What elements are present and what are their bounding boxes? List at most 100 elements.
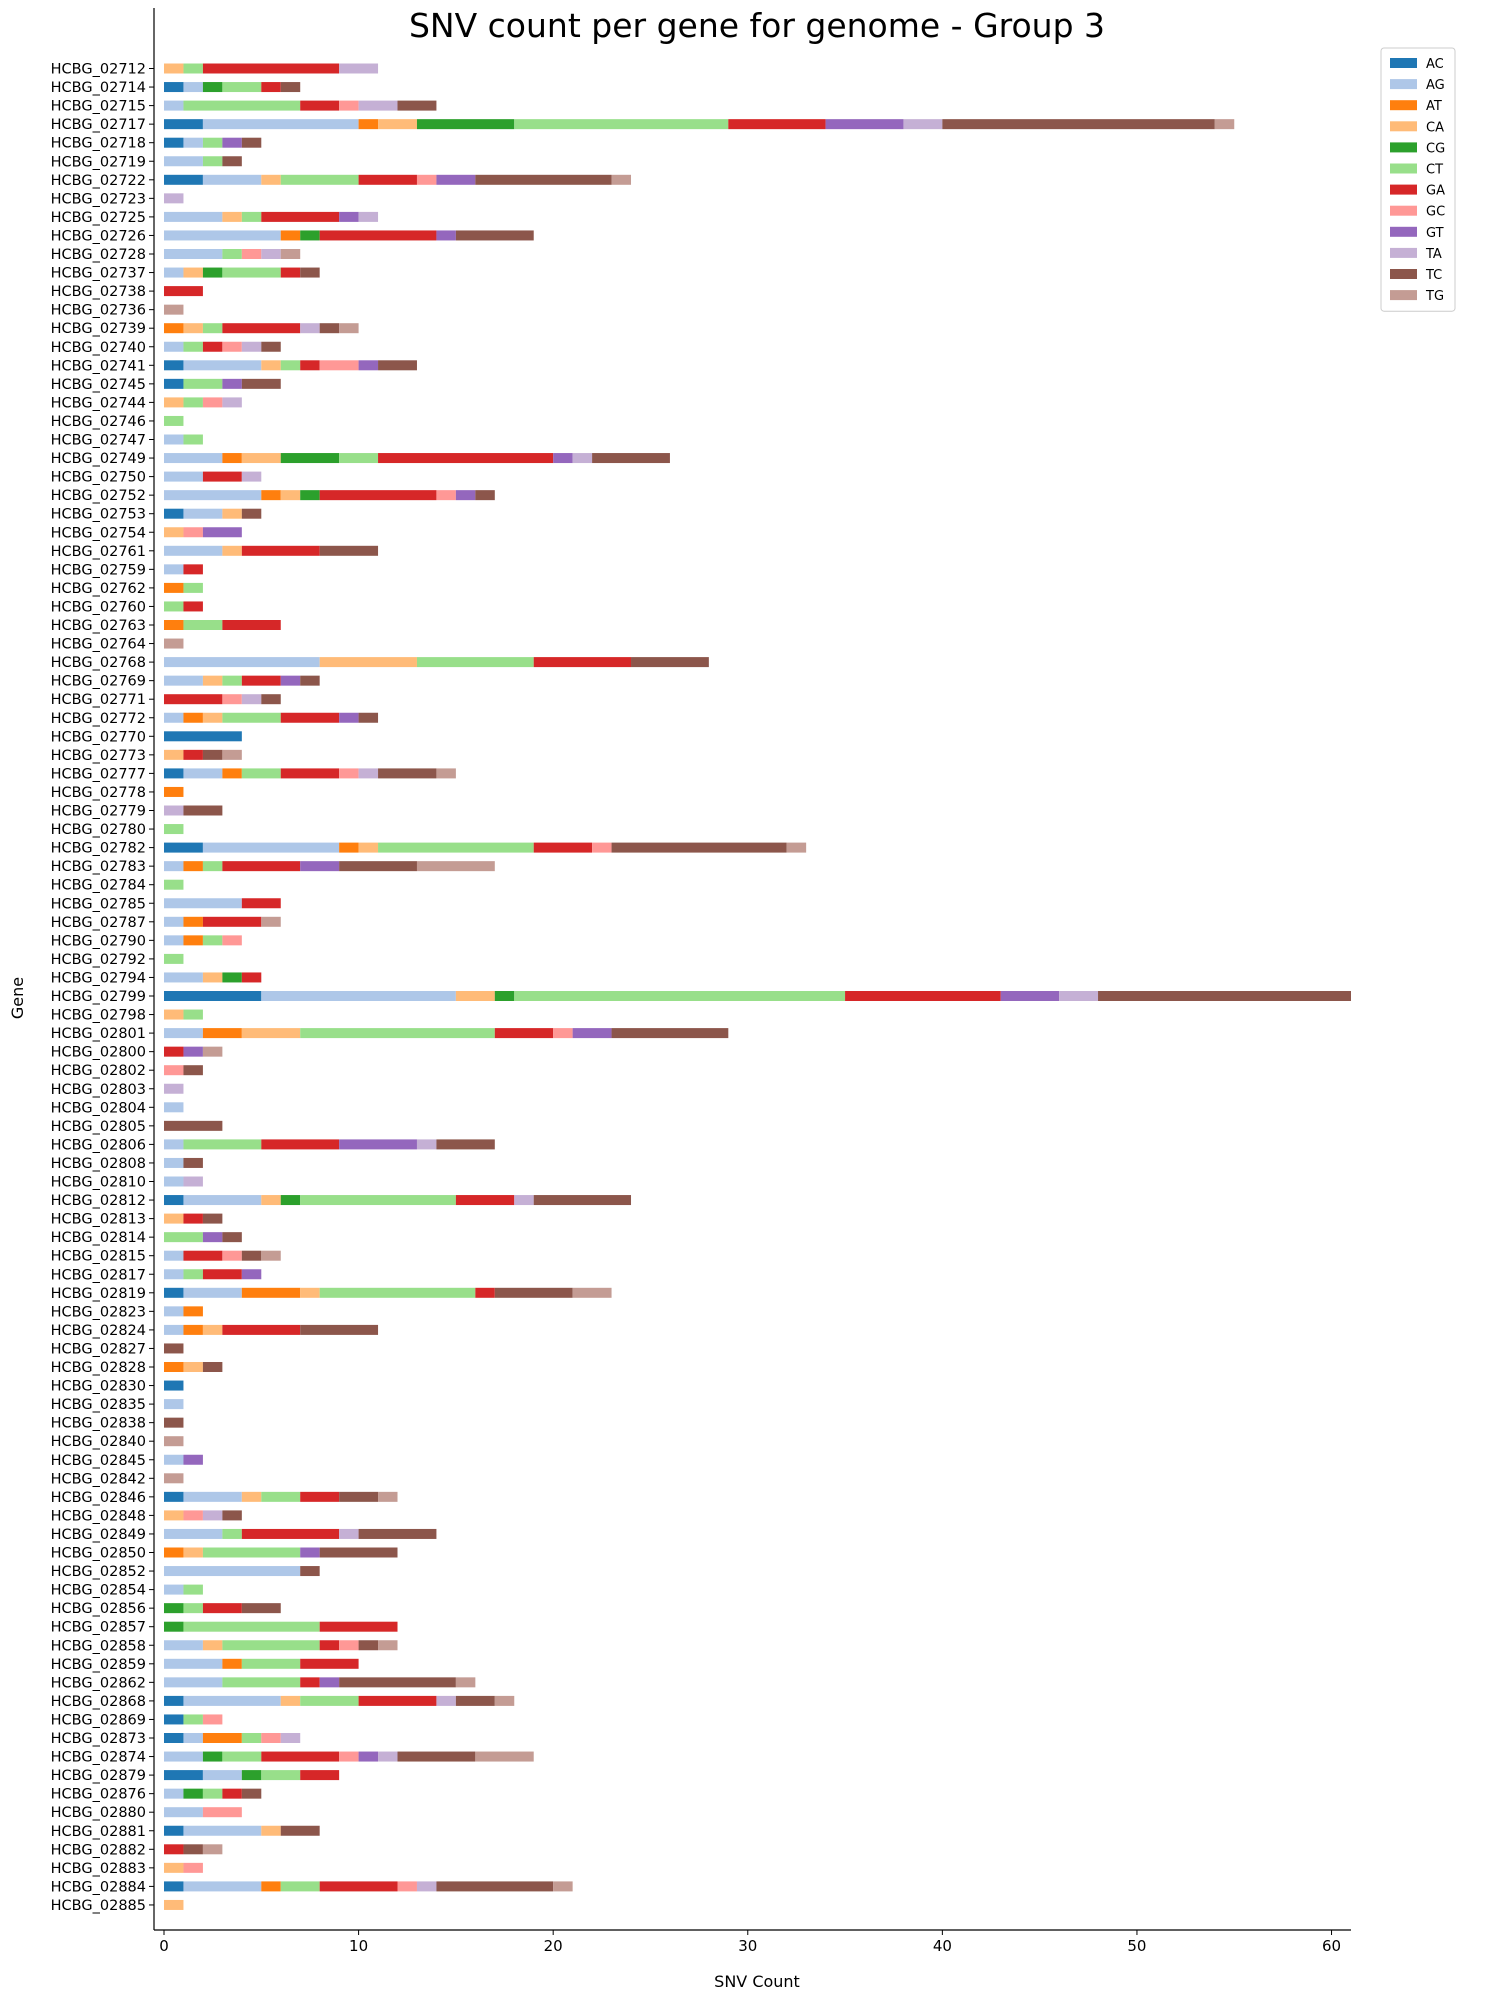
bar-segment-ta [416, 1881, 437, 1892]
bar-segment-ag [164, 1807, 203, 1818]
y-tick-label: HCBG_02868 [51, 1694, 146, 1710]
bar-segment-tc [241, 137, 262, 148]
bar-segment-ac [164, 1733, 184, 1743]
bar-segment-ga [300, 1658, 359, 1669]
bar-segment-tc [378, 768, 437, 779]
bar-segment-gc [222, 935, 242, 946]
bar-segment-ac [164, 1825, 184, 1836]
bar-segment-ag [164, 341, 184, 352]
bar-segment-ca [261, 174, 281, 185]
legend-label: GA [1426, 184, 1445, 199]
bar-segment-ca [183, 1362, 203, 1372]
bar-segment-gc [397, 1881, 417, 1892]
bar-segment-ac [164, 731, 242, 742]
bar-segment-ga [183, 564, 203, 575]
bar-segment-ag [164, 1324, 184, 1335]
bar-segment-ag [164, 1157, 184, 1168]
bar-segment-tg [494, 1695, 515, 1706]
y-tick-label: HCBG_02812 [51, 1193, 146, 1209]
y-tick-label: HCBG_02880 [51, 1805, 146, 1821]
bar-segment-ct [183, 434, 203, 445]
y-tick-label: HCBG_02790 [51, 933, 146, 949]
y-tick-label: HCBG_02746 [51, 414, 146, 430]
bar-segment-ag [164, 211, 223, 222]
y-tick-label: HCBG_02862 [51, 1675, 146, 1691]
bar-segment-ac [164, 1881, 184, 1892]
bar-segment-ga [202, 916, 262, 927]
bar-segment-ca [222, 211, 242, 222]
bar-segment-gt [183, 1046, 203, 1057]
bar-segment-tc [183, 1157, 203, 1168]
bar-segment-at [183, 1324, 203, 1335]
bar-segment-ct [202, 156, 223, 167]
bar-segment-at [164, 582, 184, 593]
y-tick-label: HCBG_02772 [51, 711, 146, 727]
bar-segment-ga [261, 1139, 340, 1150]
bar-segment-gc [261, 1733, 281, 1743]
legend-label: TC [1425, 268, 1442, 283]
bar-segment-gt [436, 230, 456, 241]
bar-segment-ag [261, 991, 456, 1001]
y-tick-label: HCBG_02725 [51, 210, 146, 226]
x-tick-label: 50 [1127, 1937, 1146, 1955]
bar-segment-ct [222, 675, 242, 686]
bar-segment-at [261, 1881, 281, 1892]
bar-segment-ct [183, 582, 203, 593]
x-tick-label: 0 [159, 1937, 169, 1955]
bar-segment-tc [241, 1603, 281, 1614]
bar-segment-tc [358, 712, 379, 723]
bar-segment-at [202, 1028, 242, 1039]
y-tick-label: HCBG_02842 [51, 1471, 146, 1487]
bar-segment-gc [319, 360, 359, 371]
bar-segment-ga [241, 675, 281, 686]
bar-segment-at [202, 1733, 242, 1743]
bar-segment-gc [416, 174, 437, 185]
bar-segment-tc [436, 1881, 554, 1892]
bar-segment-ac [164, 1195, 184, 1206]
bar-segment-ct [222, 82, 262, 93]
bar-segment-ac [164, 508, 184, 519]
legend-swatch-tc [1390, 269, 1417, 279]
y-tick-label: HCBG_02783 [51, 859, 146, 875]
y-tick-label: HCBG_02717 [51, 117, 146, 133]
y-tick-label: HCBG_02744 [51, 395, 146, 411]
bar-segment-tg [164, 1436, 184, 1447]
y-tick-label: HCBG_02762 [51, 581, 146, 597]
bar-segment-ca [319, 657, 417, 668]
bar-segment-ta [280, 1733, 301, 1743]
y-tick-label: HCBG_02806 [51, 1137, 146, 1153]
bar-segment-ac [164, 119, 203, 130]
bar-segment-tc [339, 861, 417, 872]
y-tick-label: HCBG_02835 [51, 1397, 146, 1413]
y-tick-label: HCBG_02745 [51, 377, 146, 393]
y-tick-label: HCBG_02857 [51, 1620, 146, 1636]
bar-segment-tc [261, 341, 281, 352]
legend-label: CG [1426, 141, 1445, 156]
bar-segment-at [339, 842, 359, 853]
bar-segment-ta [261, 249, 281, 259]
bar-segment-ct [183, 1009, 203, 1020]
y-tick-label: HCBG_02854 [51, 1583, 146, 1599]
bar-segment-ca [202, 712, 223, 723]
y-tick-label: HCBG_02810 [51, 1175, 146, 1191]
bar-segment-gt [436, 174, 476, 185]
y-tick-label: HCBG_02874 [51, 1750, 146, 1766]
bar-segment-ct [202, 861, 223, 872]
bar-segment-ct [241, 768, 281, 779]
bar-segment-ga [222, 323, 301, 334]
bar-segment-ga [475, 1287, 495, 1298]
bar-segment-ct [202, 1547, 301, 1558]
bar-segment-ct [183, 1584, 203, 1595]
bar-segment-ct [222, 1751, 262, 1762]
y-tick-label: HCBG_02753 [51, 507, 146, 523]
bar-segment-ag [164, 453, 223, 464]
bar-segment-tc [611, 1028, 729, 1039]
bar-segment-ct [183, 63, 203, 74]
bar-segment-ct [280, 1881, 320, 1892]
x-tick-label: 20 [544, 1937, 563, 1955]
bar-segment-tc [202, 749, 223, 760]
bar-segment-tc [183, 805, 223, 816]
y-tick-label: HCBG_02728 [51, 247, 146, 263]
y-tick-label: HCBG_02763 [51, 618, 146, 634]
y-tick-label: HCBG_02828 [51, 1360, 146, 1376]
